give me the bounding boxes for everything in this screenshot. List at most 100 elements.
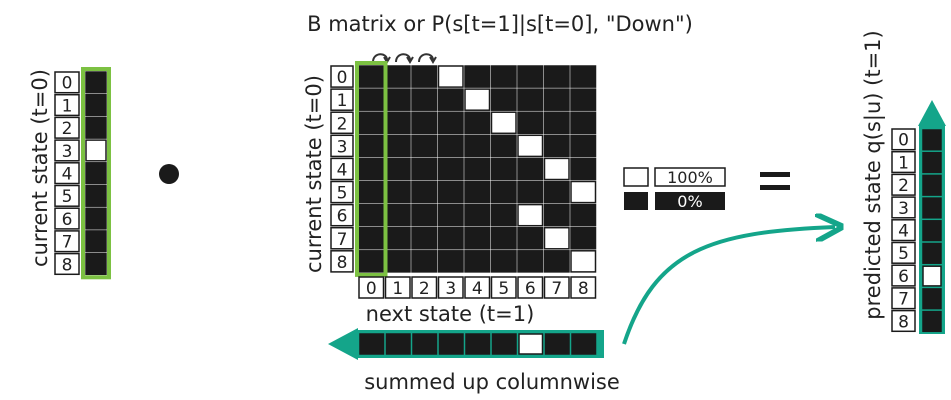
matrix-cell [464,250,491,273]
matrix-col-label: next state (t=1) [366,302,535,326]
matrix-row-index: 7 [337,230,348,250]
left-arrow-icon [328,328,358,360]
dot-product-operator [159,164,179,184]
matrix-cell [437,65,464,88]
matrix-cell [517,203,544,227]
matrix-cell [464,226,491,250]
summed-cell [385,333,411,355]
matrix-cell [437,88,464,111]
predicted-state-cell [922,288,942,310]
matrix-row-index: 0 [337,68,348,88]
matrix-cell [411,157,438,181]
matrix-row-index-box [330,65,354,88]
matrix-cell [517,88,544,111]
summed-cell [465,333,491,355]
matrix-cell [411,203,438,227]
current-state-cell [85,162,107,185]
matrix-cell [384,203,411,227]
matrix-cell [543,65,570,88]
matrix-col-index-box [543,276,570,299]
legend-black-label: 0% [677,192,702,211]
current-state-highlight [81,67,111,280]
matrix-cell [437,111,464,135]
matrix-cell [543,134,570,158]
matrix-cell [543,111,570,135]
current-state-label: current state (t=0) [28,69,52,267]
matrix-row-index: 8 [337,253,348,273]
matrix-cell [437,157,464,181]
curl-arrow-icon [372,53,391,64]
current-state-index-box [54,71,80,94]
matrix-cell [490,250,517,273]
current-state-index-box [54,230,80,253]
current-state-index: 4 [62,165,73,185]
legend-black-box [655,192,725,210]
matrix-cell [543,157,570,181]
curved-arrow-icon [622,227,835,345]
current-state-index-box [54,162,80,185]
legend-white-box [654,167,726,187]
matrix-cell [437,180,464,204]
predicted-state-vector: 01 2 3 45 6 78 [891,128,942,332]
curl-arrow-icon [395,53,414,64]
current-state-cell [85,207,107,230]
matrix-cell [358,250,385,273]
matrix-cell [358,226,385,250]
current-state-index-box [54,116,80,139]
current-state-cell [85,139,107,162]
matrix-col-index-box [384,276,411,299]
current-state-cell [85,230,107,253]
matrix-cell [464,180,491,204]
summed-label: summed up columnwise [364,370,620,394]
current-state-index-box [54,207,80,230]
matrix-cell [464,65,491,88]
legend-black-swatch [624,192,648,210]
predicted-state-index: 0 [898,131,909,151]
predicted-state-index: 2 [898,176,909,196]
matrix-cell [517,180,544,204]
matrix-row-index-box [330,203,354,227]
matrix-cell [384,180,411,204]
matrix-cell [517,157,544,181]
matrix-cell [517,134,544,158]
predicted-state-index: 3 [898,199,909,219]
matrix-row-index: 6 [337,207,348,227]
summed-vector [359,333,597,355]
matrix-row-index: 4 [337,161,348,181]
current-state-index: 8 [62,255,73,275]
summed-cell [571,333,597,355]
matrix-cell [358,157,385,181]
current-state-index-box [54,252,80,276]
current-state-cell [85,93,107,117]
matrix-cell [570,111,597,135]
legend-white-swatch [623,167,649,187]
matrix-cell [570,88,597,111]
matrix-cell [384,88,411,111]
matrix-cell [384,157,411,181]
matrix-cell [411,111,438,135]
matrix-col-index-box [358,276,385,299]
matrix-col-index: 6 [525,279,536,299]
matrix-col-index-box [464,276,491,299]
summed-cell [438,333,464,355]
current-state-index-box [54,184,80,207]
matrix-cell [464,203,491,227]
predicted-state-index-box [891,219,916,242]
predicted-state-cell [922,129,942,151]
current-state-index: 0 [62,74,73,94]
matrix-cell [358,180,385,204]
matrix-cell [490,180,517,204]
summed-cell [544,333,570,355]
predicted-state-index-box [891,196,916,219]
predicted-state-index: 8 [898,312,909,332]
predicted-state-cell [922,151,942,174]
matrix-cell [543,180,570,204]
matrix-cell [437,226,464,250]
matrix-cell [570,157,597,181]
curl-arrow-icon [418,53,437,64]
legend-white-label: 100% [667,168,713,187]
matrix-cell [384,226,411,250]
matrix-cell [490,226,517,250]
matrix-col-index: 2 [419,279,430,299]
